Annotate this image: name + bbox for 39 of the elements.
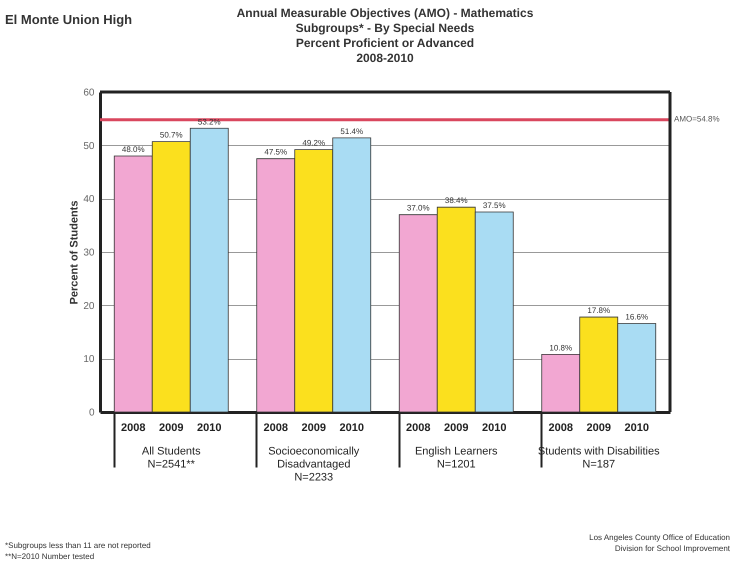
- x-tick-label: Socioeconomically Disadvantaged N=2233: [268, 446, 360, 484]
- text: 37.0%: [406, 204, 430, 213]
- text: 2008: [406, 422, 430, 434]
- y-tick-label: 0: [88, 408, 95, 418]
- text: *Subgroups less than 11 are not reported **N=2010 Number tested: [5, 541, 151, 561]
- series-label: 2009: [159, 422, 184, 434]
- text: 10.8%: [549, 343, 572, 352]
- text: 51.4%: [340, 126, 364, 136]
- y-tick-label: 60: [83, 88, 95, 98]
- y-tick-label: 50: [83, 140, 95, 152]
- text: 2008: [548, 422, 573, 434]
- text: 16.6%: [625, 312, 648, 322]
- text: 2009: [586, 422, 611, 434]
- series-label: 2008: [121, 422, 146, 434]
- x-tick-label: All Students N=2541**: [142, 446, 202, 470]
- text: 2010: [340, 422, 364, 434]
- y-axis-title: Percent of Students: [68, 200, 80, 304]
- y-tick-label: 20: [83, 300, 95, 312]
- text: 2008: [264, 422, 288, 434]
- text: 49.2%: [302, 138, 326, 148]
- text: 2009: [444, 422, 468, 434]
- text: 50.7%: [160, 130, 183, 140]
- x-tick-label: English Learners N=1201: [414, 446, 498, 470]
- ref-line-label: AMO=54.8%: [674, 114, 720, 124]
- text: Los Angeles County Office of Education Division for School Improvement: [589, 533, 731, 553]
- text: 2010: [624, 422, 649, 434]
- y-tick-label: 40: [83, 194, 95, 206]
- y-tick-label: 30: [83, 248, 95, 258]
- text: 37.5%: [482, 201, 506, 210]
- chart-title: Annual Measurable Objectives (AMO) - Mathematics Subgroups* - By Special Needs Percent Proficient or Advanced 2008-2010: [236, 6, 534, 65]
- y-tick-label: 10: [83, 354, 95, 366]
- text: 17.8%: [587, 306, 610, 316]
- text: El Monte Union High: [5, 12, 132, 27]
- text: 38.4%: [444, 196, 468, 206]
- text: 48.0%: [122, 145, 145, 154]
- series-label: 2010: [197, 422, 222, 434]
- text: 2009: [302, 422, 326, 434]
- text: 2010: [482, 422, 506, 434]
- text: 47.5%: [264, 148, 288, 157]
